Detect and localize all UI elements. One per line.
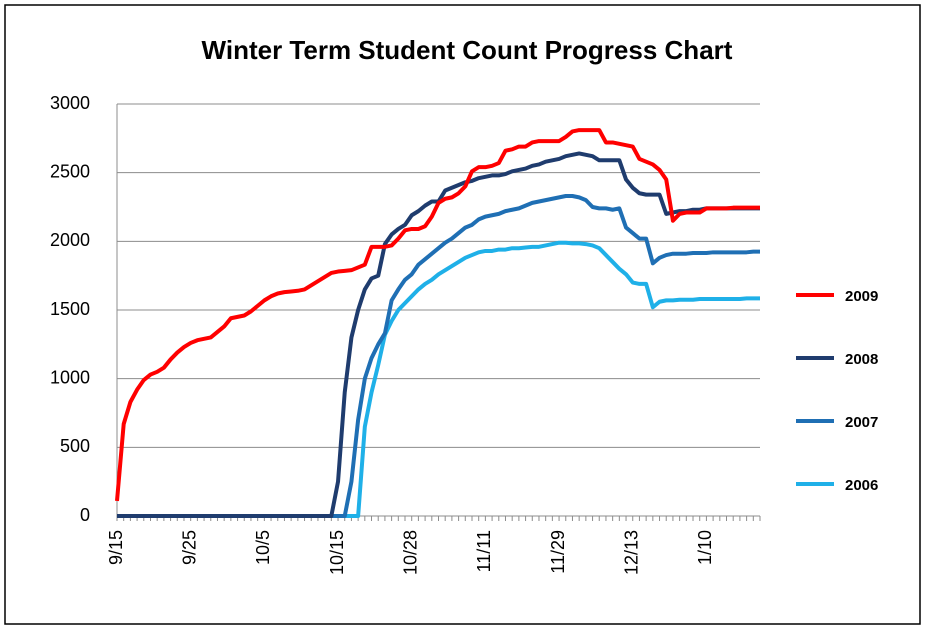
legend-label: 2007	[845, 414, 878, 431]
x-tick-label: 12/13	[621, 530, 641, 575]
y-tick-label: 0	[80, 505, 90, 525]
y-tick-label: 1000	[50, 367, 90, 387]
x-tick-label: 11/29	[548, 530, 568, 574]
y-tick-label: 2500	[50, 161, 90, 181]
y-tick-label: 1500	[50, 299, 90, 319]
x-tick-label: 10/15	[327, 530, 347, 575]
x-tick-label: 10/5	[253, 530, 273, 565]
x-tick-label: 9/25	[179, 530, 199, 565]
x-tick-label: 10/28	[400, 530, 420, 575]
chart-border	[4, 4, 921, 625]
legend-label: 2008	[845, 351, 878, 368]
chart-title: Winter Term Student Count Progress Chart	[202, 35, 733, 65]
legend-label: 2006	[845, 477, 878, 494]
y-tick-label: 3000	[50, 93, 90, 113]
x-tick-label: 11/11	[474, 530, 494, 572]
legend-label: 2009	[845, 288, 878, 305]
y-tick-label: 2000	[50, 230, 90, 250]
y-tick-label: 500	[60, 436, 90, 456]
x-tick-label: 1/10	[695, 530, 715, 565]
x-tick-label: 9/15	[106, 530, 126, 565]
series-line	[115, 128, 760, 502]
